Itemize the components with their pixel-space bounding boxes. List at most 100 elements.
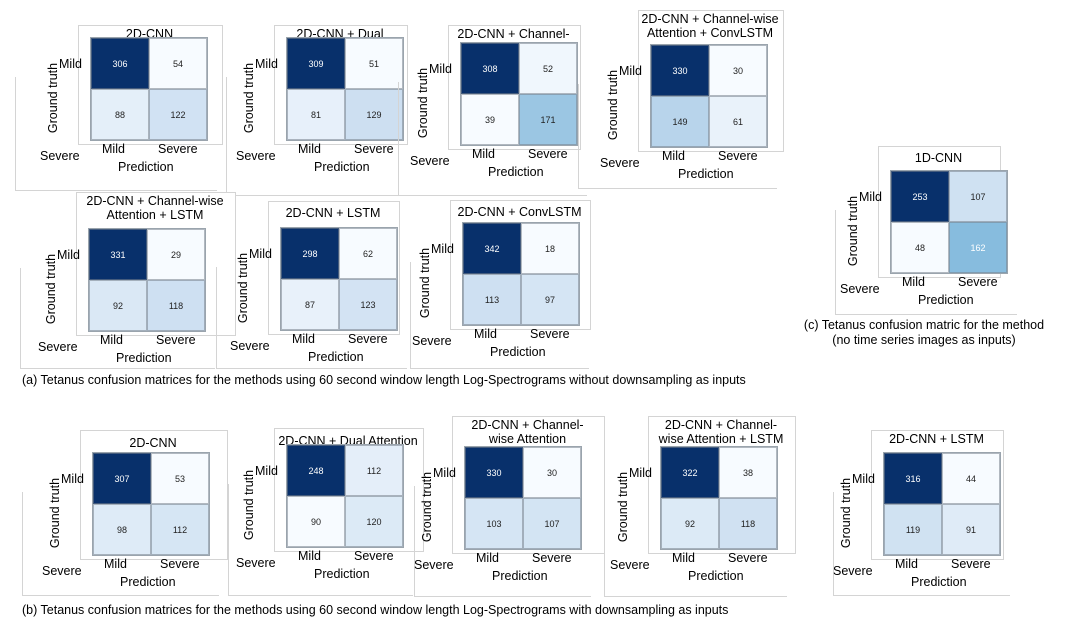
matrix-cell: 123: [339, 279, 397, 330]
matrix-cell: 18: [521, 223, 579, 274]
y-axis-label: Ground truth: [606, 69, 620, 141]
confusion-matrix-b-11: 2D-CNN + Channel- wise Attention + LSTM 3…: [604, 416, 800, 597]
matrix-cell: 91: [942, 504, 1000, 555]
matrix-cell: 119: [884, 504, 942, 555]
matrix-grid: 330 30 103 107: [464, 446, 582, 550]
matrix-cell: 129: [345, 89, 403, 140]
matrix-cell: 162: [949, 222, 1007, 273]
matrix-grid: 331 29 92 118: [88, 228, 206, 332]
row-label-mild: Mild: [249, 247, 272, 261]
confusion-matrix-a-3: 2D-CNN + Channel-wise Attention + ConvLS…: [578, 10, 788, 189]
row-label-severe: Severe: [40, 149, 80, 163]
col-label-mild: Mild: [292, 332, 315, 346]
x-axis-label: Prediction: [308, 350, 364, 364]
matrix-title: 2D-CNN + Channel-wise Attention + LSTM: [86, 194, 224, 222]
row-label-severe: Severe: [840, 282, 880, 296]
panel-frame: [414, 486, 591, 597]
row-label-severe: Severe: [38, 340, 78, 354]
row-label-severe: Severe: [833, 564, 873, 578]
matrix-cell: 98: [93, 504, 151, 555]
x-axis-label: Prediction: [911, 575, 967, 589]
matrix-cell: 62: [339, 228, 397, 279]
matrix-title: 1D-CNN: [914, 151, 963, 165]
y-axis-label: Ground truth: [839, 477, 853, 549]
col-label-severe: Severe: [348, 332, 388, 346]
row-label-severe: Severe: [236, 556, 276, 570]
matrix-cell: 39: [461, 94, 519, 145]
y-axis-label: Ground truth: [242, 62, 256, 134]
matrix-cell: 112: [345, 445, 403, 496]
row-label-mild: Mild: [859, 190, 882, 204]
row-label-mild: Mild: [852, 472, 875, 486]
row-label-severe: Severe: [412, 334, 452, 348]
y-axis-label: Ground truth: [242, 469, 256, 541]
matrix-grid: 322 38 92 118: [660, 446, 778, 550]
matrix-cell: 53: [151, 453, 209, 504]
matrix-cell: 306: [91, 38, 149, 89]
y-axis-label: Ground truth: [616, 471, 630, 543]
matrix-cell: 107: [949, 171, 1007, 222]
col-label-mild: Mild: [298, 142, 321, 156]
row-label-mild: Mild: [59, 57, 82, 71]
panel-frame: [604, 486, 787, 597]
row-label-severe: Severe: [230, 339, 270, 353]
x-axis-label: Prediction: [918, 293, 974, 307]
x-axis-label: Prediction: [120, 575, 176, 589]
confusion-matrix-a-0: 2D-CNN 306 54 88 122 Mild Severe Ground truth Mi…: [15, 25, 227, 191]
matrix-cell: 307: [93, 453, 151, 504]
col-label-mild: Mild: [474, 327, 497, 341]
matrix-title: 2D-CNN + Channel-wise Attention + ConvLS…: [641, 12, 779, 40]
matrix-title: 2D-CNN + Channel- wise Attention: [471, 418, 584, 446]
col-label-severe: Severe: [532, 551, 572, 565]
matrix-cell: 322: [661, 447, 719, 498]
col-label-severe: Severe: [728, 551, 768, 565]
matrix-cell: 90: [287, 496, 345, 547]
y-axis-label: Ground truth: [846, 195, 860, 267]
col-label-severe: Severe: [354, 142, 394, 156]
col-label-severe: Severe: [530, 327, 570, 341]
matrix-cell: 118: [147, 280, 205, 331]
col-label-severe: Severe: [958, 275, 998, 289]
matrix-cell: 92: [89, 280, 147, 331]
panel-frame: [835, 210, 1017, 315]
x-axis-label: Prediction: [492, 569, 548, 583]
col-label-severe: Severe: [156, 333, 196, 347]
matrix-cell: 309: [287, 38, 345, 89]
panel-frame: [410, 262, 589, 369]
col-label-severe: Severe: [951, 557, 991, 571]
panel-frame: [216, 267, 407, 369]
matrix-cell: 30: [523, 447, 581, 498]
confusion-matrix-a-1: 2D-CNN + Dual Attention3095181129MildSev…: [226, 25, 413, 196]
panel-frame: [20, 268, 215, 369]
matrix-cell: 97: [521, 274, 579, 325]
x-axis-label: Prediction: [118, 160, 174, 174]
col-label-mild: Mild: [102, 142, 125, 156]
matrix-grid: 248 112 90 120: [286, 444, 404, 548]
confusion-matrix-b-8: 2D-CNN 307 53 98 112 Mild Severe Ground truth Mi…: [22, 430, 232, 596]
col-label-severe: Severe: [160, 557, 200, 571]
col-label-mild: Mild: [100, 333, 123, 347]
matrix-grid: 253 107 48 162: [890, 170, 1008, 274]
x-axis-label: Prediction: [314, 160, 370, 174]
x-axis-label: Prediction: [688, 569, 744, 583]
col-label-mild: Mild: [104, 557, 127, 571]
col-label-mild: Mild: [672, 551, 695, 565]
matrix-cell: 81: [287, 89, 345, 140]
confusion-matrix-c-7: 1D-CNN 253 107 48 162 Mild Severe Ground truth M…: [835, 146, 1017, 315]
matrix-grid: 342 18 113 97: [462, 222, 580, 326]
y-axis-label: Ground truth: [420, 471, 434, 543]
matrix-title: 2D-CNN + LSTM: [889, 432, 984, 446]
matrix-cell: 54: [149, 38, 207, 89]
row-label-severe: Severe: [610, 558, 650, 572]
matrix-cell: 52: [519, 43, 577, 94]
matrix-cell: 253: [891, 171, 949, 222]
panel-frame: [22, 492, 219, 596]
panel-frame: [228, 484, 413, 596]
matrix-cell: 92: [661, 498, 719, 549]
col-label-severe: Severe: [158, 142, 198, 156]
matrix-cell: 48: [891, 222, 949, 273]
matrix-cell: 38: [719, 447, 777, 498]
col-label-severe: Severe: [718, 149, 758, 163]
panel-frame: [833, 492, 1010, 596]
row-label-mild: Mild: [429, 62, 452, 76]
